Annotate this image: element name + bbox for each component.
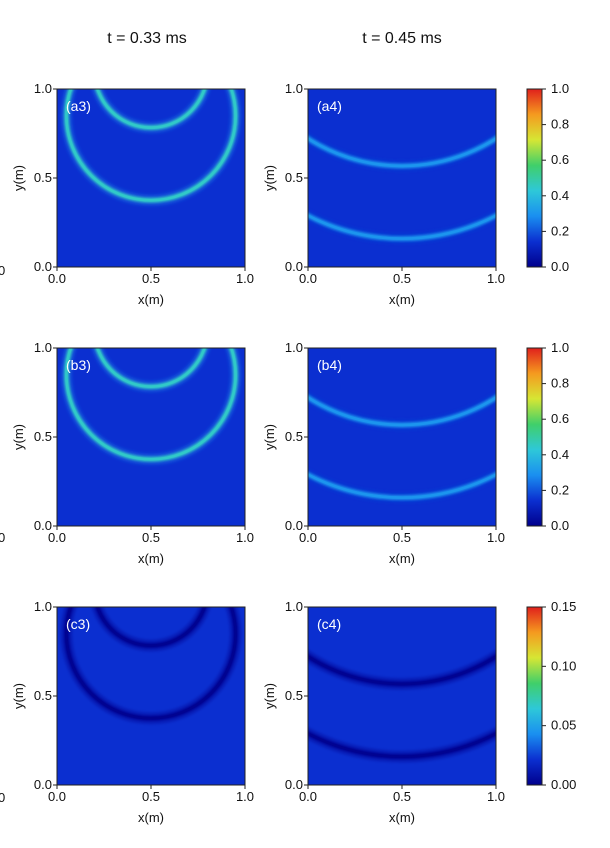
- x-tick-label: 0.0: [48, 271, 66, 286]
- y-tick-label: 1.0: [285, 340, 303, 355]
- column-title-right: t = 0.45 ms: [362, 30, 442, 47]
- colorbar-tick-label: 0.4: [551, 447, 569, 462]
- x-tick-label: 0.5: [142, 530, 160, 545]
- x-tick-label: 0.5: [142, 271, 160, 286]
- y-tick-label: 0.5: [285, 688, 303, 703]
- colorbar: [526, 88, 543, 268]
- x-axis-label: x(m): [389, 292, 415, 307]
- colorbar-tick-label: 0.2: [551, 223, 569, 238]
- y-tick-label: 0.0: [285, 518, 303, 533]
- heatmap-field: [57, 348, 245, 526]
- colorbar-tick-label: 0.0: [551, 259, 569, 274]
- y-tick-label: 0.5: [285, 429, 303, 444]
- wavefront-core: [308, 473, 496, 499]
- colorbar-tick-label: 0.2: [551, 482, 569, 497]
- colorbar-tick-label: 0.15: [551, 599, 576, 614]
- colorbar: [526, 347, 543, 527]
- wavefront-core: [96, 607, 206, 647]
- y-tick-label: 0.0: [34, 518, 52, 533]
- wavefront-core: [308, 655, 496, 686]
- colorbar-tick-label: 0.6: [551, 152, 569, 167]
- wavefront-core: [65, 607, 237, 720]
- wavefront-core: [96, 89, 206, 129]
- x-tick-label: 1.0: [236, 530, 254, 545]
- x-tick-label: 0.5: [393, 271, 411, 286]
- y-tick-label: 1.0: [34, 81, 52, 96]
- colorbar-tick-label: 0.10: [551, 658, 576, 673]
- y-tick-label: 1.0: [285, 599, 303, 614]
- panel-label: (a4): [317, 98, 342, 114]
- x-axis-label: x(m): [138, 292, 164, 307]
- colorbar-tick-label: 0.8: [551, 376, 569, 391]
- colorbar-tick-label: 0.0: [551, 518, 569, 533]
- colorbar-tick-label: 0.8: [551, 117, 569, 132]
- x-tick-label: 0.0: [299, 789, 317, 804]
- left-edge-tick: 0: [0, 263, 6, 278]
- y-axis-label: y(m): [11, 683, 26, 709]
- y-axis-label: y(m): [262, 683, 277, 709]
- y-tick-label: 0.5: [285, 170, 303, 185]
- wavefront-core: [308, 214, 496, 240]
- y-tick-label: 1.0: [285, 81, 303, 96]
- panel-label: (a3): [66, 98, 91, 114]
- heatmap-field: [57, 89, 245, 267]
- wavefront-core: [65, 89, 237, 202]
- x-axis-label: x(m): [389, 810, 415, 825]
- y-tick-label: 0.0: [285, 777, 303, 792]
- x-tick-label: 0.0: [48, 789, 66, 804]
- left-edge-tick: 0: [0, 790, 6, 805]
- x-tick-label: 0.0: [299, 271, 317, 286]
- colorbar-tick-label: 1.0: [551, 81, 569, 96]
- y-tick-label: 0.0: [285, 259, 303, 274]
- x-tick-label: 1.0: [487, 530, 505, 545]
- y-tick-label: 0.0: [34, 259, 52, 274]
- x-tick-label: 0.0: [48, 530, 66, 545]
- panel-label: (c3): [66, 616, 90, 632]
- left-edge-tick: 0: [0, 530, 6, 545]
- y-tick-label: 0.0: [34, 777, 52, 792]
- x-tick-label: 0.0: [299, 530, 317, 545]
- y-tick-label: 0.5: [34, 170, 52, 185]
- x-axis-label: x(m): [389, 551, 415, 566]
- wavefront-core: [96, 348, 206, 388]
- colorbar-tick-label: 1.0: [551, 340, 569, 355]
- x-tick-label: 1.0: [236, 789, 254, 804]
- y-axis-label: y(m): [262, 165, 277, 191]
- panel-label: (c4): [317, 616, 341, 632]
- y-axis-label: y(m): [11, 424, 26, 450]
- wavefront-core: [308, 732, 496, 758]
- panel-label: (b4): [317, 357, 342, 373]
- colorbar-tick-label: 0.05: [551, 718, 576, 733]
- colorbar-tick-label: 0.4: [551, 188, 569, 203]
- x-tick-label: 1.0: [487, 271, 505, 286]
- x-tick-label: 0.5: [142, 789, 160, 804]
- x-axis-label: x(m): [138, 551, 164, 566]
- panel-label: (b3): [66, 357, 91, 373]
- y-tick-label: 0.5: [34, 688, 52, 703]
- x-axis-label: x(m): [138, 810, 164, 825]
- y-tick-label: 1.0: [34, 599, 52, 614]
- colorbar: [526, 606, 543, 786]
- y-tick-label: 0.5: [34, 429, 52, 444]
- wavefront-core: [308, 137, 496, 168]
- wavefront-core: [65, 348, 237, 461]
- x-tick-label: 0.5: [393, 530, 411, 545]
- y-axis-label: y(m): [11, 165, 26, 191]
- colorbar-tick-label: 0.6: [551, 411, 569, 426]
- x-tick-label: 1.0: [487, 789, 505, 804]
- y-tick-label: 1.0: [34, 340, 52, 355]
- heatmap-field: [57, 607, 245, 785]
- y-axis-label: y(m): [262, 424, 277, 450]
- wavefront-core: [308, 396, 496, 427]
- column-title-left: t = 0.33 ms: [107, 30, 187, 47]
- x-tick-label: 1.0: [236, 271, 254, 286]
- x-tick-label: 0.5: [393, 789, 411, 804]
- colorbar-tick-label: 0.00: [551, 777, 576, 792]
